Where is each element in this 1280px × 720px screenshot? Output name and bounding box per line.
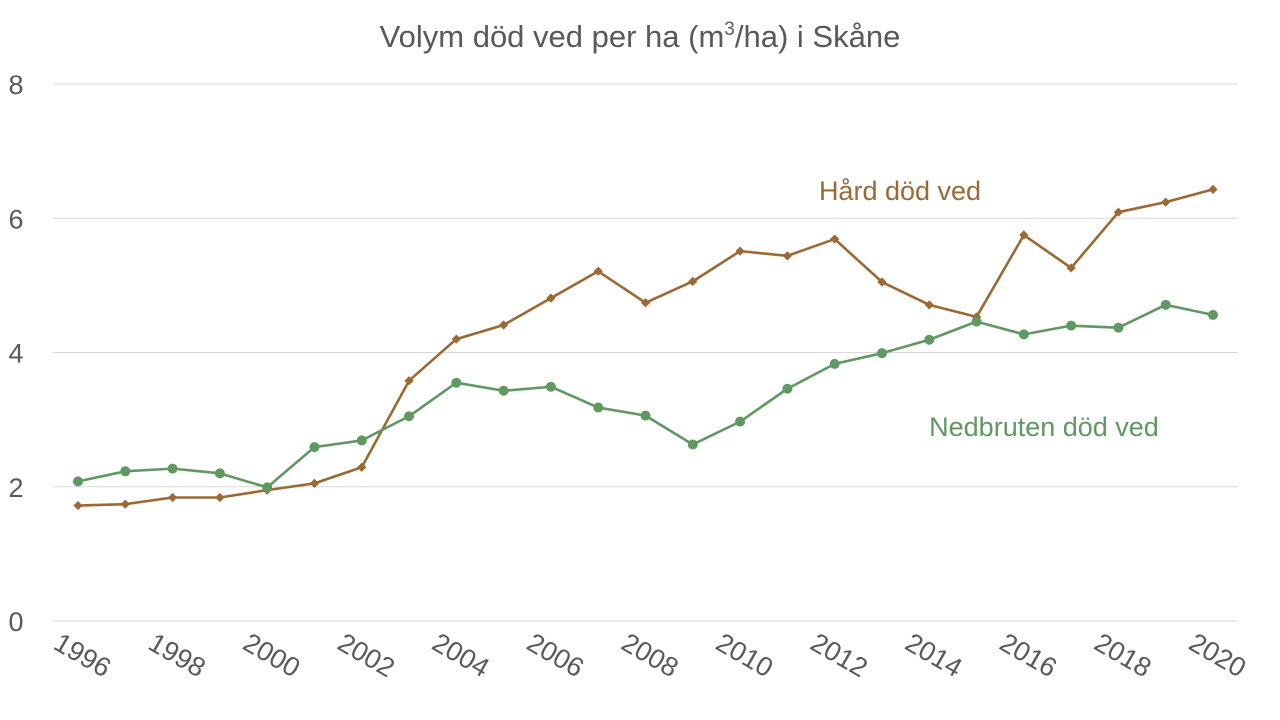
data-point-hard-dead-wood-2013 xyxy=(877,277,887,287)
x-tick-label-2014: 2014 xyxy=(900,627,967,683)
data-point-decayed-dead-wood-2014 xyxy=(924,334,935,345)
gridlines xyxy=(53,83,1238,622)
series-group xyxy=(73,184,1218,511)
y-tick-label-2: 2 xyxy=(8,473,23,503)
series-hard-dead-wood xyxy=(73,184,1218,511)
x-tick-label-1996: 1996 xyxy=(49,627,116,683)
series-label-decayed-dead-wood: Nedbruten död ved xyxy=(929,412,1159,442)
data-point-decayed-dead-wood-2003 xyxy=(404,411,415,422)
x-tick-label-2004: 2004 xyxy=(427,627,494,683)
y-tick-label-0: 0 xyxy=(8,607,23,637)
data-point-decayed-dead-wood-2004 xyxy=(451,377,462,388)
x-tick-label-2008: 2008 xyxy=(616,627,683,683)
data-point-decayed-dead-wood-2006 xyxy=(545,381,556,392)
data-point-hard-dead-wood-2006 xyxy=(546,293,556,303)
x-tick-label-1998: 1998 xyxy=(144,627,211,683)
data-point-hard-dead-wood-2008 xyxy=(640,298,651,308)
y-tick-label-6: 6 xyxy=(8,204,23,234)
chart-title-superscript: 3 xyxy=(724,19,735,40)
data-point-hard-dead-wood-2017 xyxy=(1066,263,1076,273)
data-point-hard-dead-wood-2016 xyxy=(1019,230,1029,240)
data-point-decayed-dead-wood-1997 xyxy=(120,466,131,477)
x-tick-label-2010: 2010 xyxy=(711,627,778,683)
data-point-hard-dead-wood-2011 xyxy=(782,251,792,261)
x-tick-label-2012: 2012 xyxy=(806,627,873,683)
data-point-decayed-dead-wood-1999 xyxy=(214,468,225,479)
x-axis-ticks: 1996 1998 2000 2002 2004 2006 2008 2010 2012 2014… xyxy=(49,627,1251,683)
data-point-hard-dead-wood-1996 xyxy=(73,500,83,511)
data-point-decayed-dead-wood-1996 xyxy=(73,476,83,487)
data-point-decayed-dead-wood-2020 xyxy=(1208,309,1218,320)
x-tick-label-2020: 2020 xyxy=(1184,627,1251,683)
x-tick-label-2002: 2002 xyxy=(333,627,400,683)
chart-title-tail: /ha) i Skåne xyxy=(735,19,900,54)
x-tick-label-2018: 2018 xyxy=(1089,627,1156,683)
x-tick-label-2000: 2000 xyxy=(238,627,305,683)
data-point-hard-dead-wood-1997 xyxy=(120,499,130,509)
data-point-hard-dead-wood-2005 xyxy=(499,320,509,330)
data-point-hard-dead-wood-2004 xyxy=(451,334,461,344)
data-point-hard-dead-wood-1998 xyxy=(167,492,178,503)
series-label-hard-dead-wood: Hård död ved xyxy=(819,176,981,206)
x-tick-label-2016: 2016 xyxy=(995,627,1062,683)
series-decayed-dead-wood xyxy=(73,299,1218,493)
data-point-decayed-dead-wood-2008 xyxy=(640,410,651,421)
data-point-decayed-dead-wood-2013 xyxy=(876,348,887,359)
data-point-decayed-dead-wood-2000 xyxy=(262,482,273,493)
y-axis-ticks: 0 2 4 6 8 xyxy=(8,70,23,637)
data-point-hard-dead-wood-2018 xyxy=(1113,207,1124,217)
data-point-hard-dead-wood-2003 xyxy=(404,376,414,386)
data-point-decayed-dead-wood-2018 xyxy=(1113,322,1124,333)
data-point-decayed-dead-wood-2011 xyxy=(782,383,793,394)
data-point-decayed-dead-wood-2001 xyxy=(309,442,320,453)
chart-title: Volym död ved per ha (m3/ha) i Skåne xyxy=(380,19,901,54)
data-point-decayed-dead-wood-2017 xyxy=(1066,320,1077,331)
data-point-hard-dead-wood-2014 xyxy=(924,300,934,310)
chart-title-main: Volym död ved per ha (m xyxy=(380,19,725,54)
data-point-hard-dead-wood-2012 xyxy=(830,234,840,244)
data-point-hard-dead-wood-2007 xyxy=(593,266,603,276)
data-point-decayed-dead-wood-2007 xyxy=(593,402,604,413)
data-point-decayed-dead-wood-2009 xyxy=(687,439,698,450)
series-line-decayed-dead-wood xyxy=(77,303,1214,489)
series-line-hard-dead-wood xyxy=(77,188,1214,507)
data-point-decayed-dead-wood-2010 xyxy=(735,416,746,427)
x-tick-label-2006: 2006 xyxy=(522,627,589,683)
data-point-decayed-dead-wood-2015 xyxy=(971,316,982,327)
data-point-decayed-dead-wood-1998 xyxy=(167,463,178,474)
data-point-hard-dead-wood-2002 xyxy=(357,462,367,472)
data-point-decayed-dead-wood-2016 xyxy=(1018,329,1029,340)
data-point-hard-dead-wood-2020 xyxy=(1208,184,1218,194)
data-point-hard-dead-wood-2010 xyxy=(735,246,745,256)
y-tick-label-8: 8 xyxy=(8,70,23,100)
data-point-hard-dead-wood-2001 xyxy=(309,478,320,488)
y-tick-label-4: 4 xyxy=(8,339,23,369)
data-point-hard-dead-wood-2019 xyxy=(1161,197,1171,207)
data-point-decayed-dead-wood-2012 xyxy=(829,358,840,369)
data-point-decayed-dead-wood-2002 xyxy=(356,435,367,446)
data-point-hard-dead-wood-2009 xyxy=(688,276,698,286)
data-point-decayed-dead-wood-2005 xyxy=(498,385,509,396)
data-point-hard-dead-wood-1999 xyxy=(215,492,225,503)
data-point-decayed-dead-wood-2019 xyxy=(1160,299,1171,310)
